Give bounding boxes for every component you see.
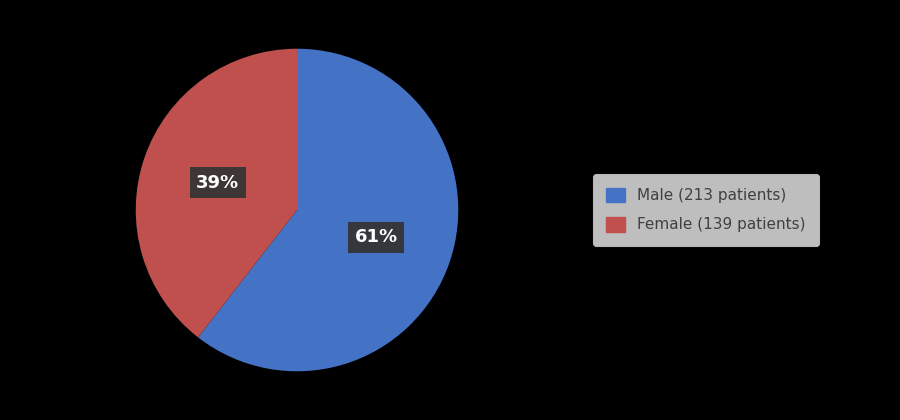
Wedge shape	[136, 49, 297, 337]
Text: 39%: 39%	[196, 174, 239, 192]
Wedge shape	[198, 49, 458, 371]
Text: 61%: 61%	[355, 228, 398, 246]
Legend: Male (213 patients), Female (139 patients): Male (213 patients), Female (139 patient…	[592, 174, 819, 246]
